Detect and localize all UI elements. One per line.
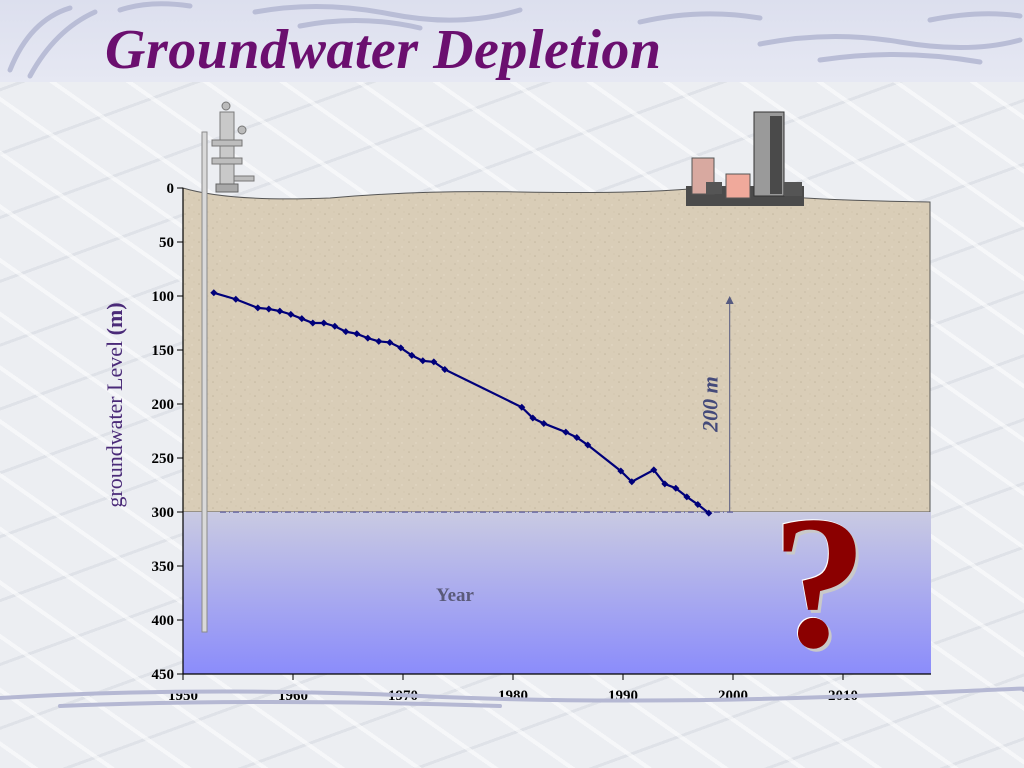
y-tick-label: 400 <box>152 613 175 629</box>
data-point <box>419 357 427 365</box>
data-point <box>375 337 383 345</box>
wellhead-icon <box>201 101 255 633</box>
data-point <box>705 509 713 517</box>
data-point <box>265 305 273 313</box>
data-point <box>232 295 240 303</box>
data-point <box>441 365 449 373</box>
question-mark-icon: ? <box>772 478 867 688</box>
data-point <box>584 441 592 449</box>
y-tick-label: 350 <box>152 559 175 575</box>
y-tick-label: 250 <box>152 451 175 467</box>
header-swoosh-decoration <box>7 1 1023 79</box>
data-point <box>628 478 636 486</box>
y-tick-label: 200 <box>152 397 175 413</box>
data-point <box>353 330 361 338</box>
slide-title: Groundwater Depletion <box>105 19 662 81</box>
data-point <box>386 338 394 346</box>
data-point <box>210 289 218 297</box>
data-point <box>683 493 691 501</box>
data-point <box>518 403 526 411</box>
y-tick-label: 50 <box>159 235 174 251</box>
data-point <box>287 310 295 318</box>
footer-swoosh-decoration <box>0 686 1024 708</box>
data-point <box>342 328 350 336</box>
data-point <box>364 334 372 342</box>
aquifer-layer <box>183 512 931 674</box>
data-point <box>694 500 702 508</box>
data-point <box>562 428 570 436</box>
data-point <box>397 344 405 352</box>
y-tick-label: 150 <box>152 343 175 359</box>
data-point <box>309 319 317 327</box>
y-tick-label: 0 <box>167 181 175 197</box>
data-point <box>408 351 416 359</box>
data-point <box>298 315 306 323</box>
year-label: Year <box>436 585 475 606</box>
data-point <box>573 433 581 441</box>
soil-layer <box>182 187 931 513</box>
data-point <box>276 307 284 315</box>
city-skyline-icon <box>686 111 804 206</box>
y-tick-label: 100 <box>152 289 175 305</box>
data-point <box>661 480 669 488</box>
data-point <box>254 304 262 312</box>
data-point <box>617 467 625 475</box>
data-point <box>529 414 537 422</box>
data-point <box>430 358 438 366</box>
data-point <box>331 322 339 330</box>
y-tick-label: 450 <box>152 667 175 683</box>
y-axis-label: groundwater Level (m) <box>102 302 127 507</box>
data-point <box>320 319 328 327</box>
data-point <box>540 419 548 427</box>
groundwater-level-line <box>213 291 710 514</box>
depth-annotation-label: 200 m <box>698 376 723 433</box>
y-tick-label: 300 <box>152 505 175 521</box>
data-point <box>650 466 658 474</box>
data-point <box>672 484 680 492</box>
